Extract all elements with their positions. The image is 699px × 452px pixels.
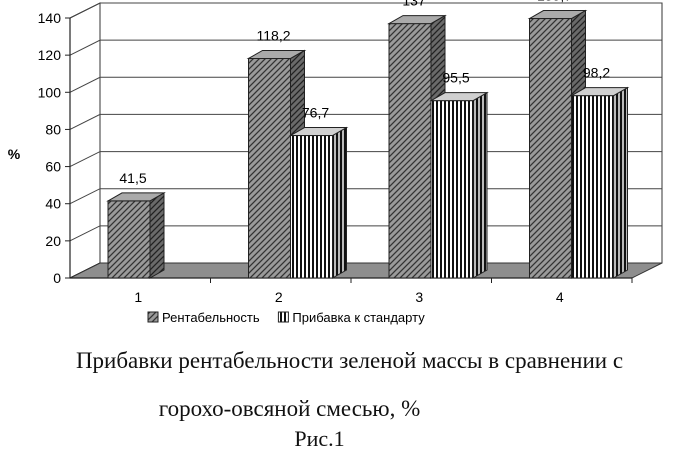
bar-front <box>108 201 150 278</box>
figure-label: Рис.1 <box>0 426 669 452</box>
x-tick-label: 2 <box>275 289 283 305</box>
bar-side <box>333 128 347 278</box>
y-tick-label: 100 <box>38 84 62 100</box>
data-label: 76,7 <box>302 105 329 121</box>
y-tick-label: 20 <box>45 233 61 249</box>
data-label: 139,7 <box>537 0 572 4</box>
bar-front <box>431 101 473 278</box>
data-label: 98,2 <box>583 65 610 81</box>
bar-side <box>473 93 487 278</box>
y-tick-label: 120 <box>38 47 62 63</box>
caption-line-1: Прибавки рентабельности зеленой массы в … <box>0 348 699 374</box>
y-tick-label: 80 <box>45 121 61 137</box>
x-tick-label: 3 <box>415 289 423 305</box>
bar-front <box>389 24 431 278</box>
legend-label: Рентабельность <box>162 310 260 325</box>
bar-front <box>291 136 333 278</box>
legend-swatch <box>278 312 288 322</box>
bar <box>291 128 347 278</box>
bar <box>572 88 628 278</box>
data-label: 41,5 <box>119 170 146 186</box>
data-label: 137 <box>402 0 426 9</box>
y-tick-label: 0 <box>53 270 61 286</box>
y-axis-label: % <box>8 146 21 162</box>
y-tick-label: 40 <box>45 196 61 212</box>
bar-front <box>249 58 291 278</box>
legend-swatch <box>148 312 158 322</box>
data-label: 95,5 <box>442 70 469 86</box>
data-label: 118,2 <box>257 27 291 43</box>
bar-chart: 0 20 40 60 80 100 120 140% 1 2 3 4 41,5 118,2 76,7 137… <box>0 0 699 345</box>
bar-front <box>530 19 572 278</box>
y-tick-label: 60 <box>45 159 61 175</box>
bar-front <box>572 96 614 278</box>
bar-side <box>614 88 628 278</box>
x-tick-label: 4 <box>556 289 564 305</box>
bar <box>431 93 487 278</box>
bar-side <box>150 193 164 278</box>
caption-line-2: горохо-овсяной смесью, % <box>0 396 639 422</box>
side-wall <box>70 3 100 278</box>
bar <box>108 193 164 278</box>
x-tick-label: 1 <box>134 289 142 305</box>
legend-label: Прибавка к стандарту <box>292 310 425 325</box>
y-tick-label: 140 <box>38 10 62 26</box>
chart-legend: Рентабельность Прибавка к стандарту <box>148 310 425 325</box>
